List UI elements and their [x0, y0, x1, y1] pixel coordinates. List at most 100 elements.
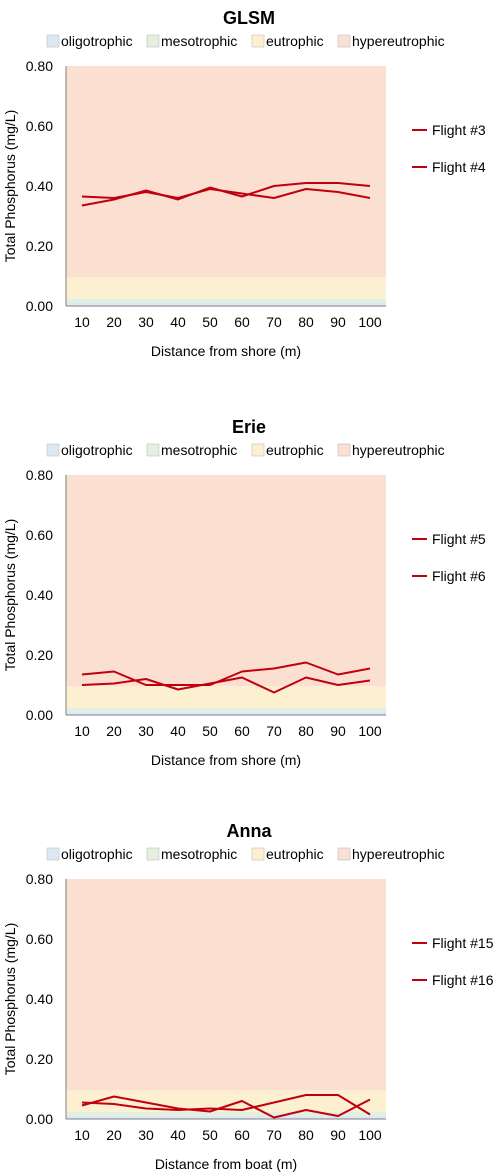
band-mesotrophic [66, 707, 386, 712]
legend-swatch-hypereutrophic [337, 443, 351, 457]
legend-swatch-eutrophic [251, 847, 265, 861]
legend-label-hypereutrophic: hypereutrophic [352, 442, 445, 458]
x-axis-label: Distance from boat (m) [155, 1156, 297, 1172]
x-tick-label: 50 [202, 1127, 218, 1143]
band-eutrophic [66, 277, 386, 299]
x-tick-label: 30 [138, 723, 154, 739]
series-line-flight-5 [81, 676, 371, 694]
x-tick-label: 60 [234, 314, 250, 330]
series-legend-label: Flight #3 [432, 122, 486, 138]
legend-label-hypereutrophic: hypereutrophic [352, 33, 445, 49]
x-tick-label: 80 [298, 314, 314, 330]
y-tick-label: 0.60 [26, 118, 53, 134]
series-legend-label: Flight #5 [432, 531, 486, 547]
x-tick-label: 100 [358, 314, 382, 330]
y-tick-label: 0.00 [26, 1111, 53, 1127]
series-legend-label: Flight #4 [432, 159, 486, 175]
band-oligotrophic [66, 711, 386, 715]
y-tick-label: 0.20 [26, 647, 53, 663]
legend-swatch-eutrophic [251, 443, 265, 457]
series-line-flight-4 [81, 182, 371, 207]
legend-swatch-oligotrophic [46, 34, 60, 48]
y-tick-label: 0.40 [26, 991, 53, 1007]
x-tick-label: 100 [358, 1127, 382, 1143]
x-tick-label: 80 [298, 1127, 314, 1143]
band-mesotrophic [66, 1111, 386, 1116]
chart-panel-glsm: GLSM oligotrophic mesotrophic eutrophic hype… [2, 8, 486, 359]
legend-label-eutrophic: eutrophic [266, 846, 324, 862]
x-tick-label: 40 [170, 1127, 186, 1143]
x-axis-label: Distance from shore (m) [151, 343, 301, 359]
legend-swatch-hypereutrophic [337, 34, 351, 48]
y-tick-label: 0.60 [26, 527, 53, 543]
legend-swatch-mesotrophic [146, 443, 160, 457]
band-hypereutrophic [66, 475, 386, 687]
x-tick-label: 100 [358, 723, 382, 739]
x-tick-label: 10 [74, 314, 90, 330]
legend-label-mesotrophic: mesotrophic [161, 442, 237, 458]
x-tick-label: 50 [202, 314, 218, 330]
series-line-flight-6 [81, 661, 371, 686]
y-axis-label: Total Phosphorus (mg/L) [2, 519, 18, 672]
x-tick-label: 70 [266, 723, 282, 739]
chart-panel-anna: Anna oligotrophic mesotrophic eutrophic hype… [2, 821, 494, 1172]
band-oligotrophic [66, 1115, 386, 1119]
legend-swatch-mesotrophic [146, 34, 160, 48]
x-tick-label: 90 [330, 314, 346, 330]
legend-label-eutrophic: eutrophic [266, 33, 324, 49]
y-tick-label: 0.80 [26, 871, 53, 887]
x-tick-label: 90 [330, 1127, 346, 1143]
chart-title: Anna [227, 821, 273, 841]
legend-swatch-hypereutrophic [337, 847, 351, 861]
y-tick-label: 0.60 [26, 931, 53, 947]
series-line-flight-16 [81, 1094, 371, 1116]
legend-swatch-oligotrophic [46, 847, 60, 861]
x-tick-label: 40 [170, 314, 186, 330]
band-oligotrophic [66, 302, 386, 306]
legend-label-mesotrophic: mesotrophic [161, 33, 237, 49]
y-tick-label: 0.40 [26, 178, 53, 194]
chart-title: Erie [232, 417, 266, 437]
x-tick-label: 10 [74, 723, 90, 739]
legend-swatch-mesotrophic [146, 847, 160, 861]
x-tick-label: 60 [234, 723, 250, 739]
y-tick-label: 0.00 [26, 707, 53, 723]
x-tick-label: 10 [74, 1127, 90, 1143]
series-line-flight-15 [81, 1095, 371, 1119]
band-hypereutrophic [66, 66, 386, 278]
band-hypereutrophic [66, 879, 386, 1091]
series-legend-label: Flight #16 [432, 972, 494, 988]
legend-swatch-oligotrophic [46, 443, 60, 457]
x-axis-label: Distance from shore (m) [151, 752, 301, 768]
y-axis-label: Total Phosphorus (mg/L) [2, 110, 18, 263]
legend-label-mesotrophic: mesotrophic [161, 846, 237, 862]
legend-label-hypereutrophic: hypereutrophic [352, 846, 445, 862]
legend-swatch-eutrophic [251, 34, 265, 48]
series-legend-label: Flight #15 [432, 935, 494, 951]
band-eutrophic [66, 686, 386, 708]
y-tick-label: 0.80 [26, 467, 53, 483]
x-tick-label: 40 [170, 723, 186, 739]
legend-label-oligotrophic: oligotrophic [61, 33, 133, 49]
x-tick-label: 20 [106, 314, 122, 330]
y-tick-label: 0.00 [26, 298, 53, 314]
x-tick-label: 50 [202, 723, 218, 739]
x-tick-label: 20 [106, 1127, 122, 1143]
y-tick-label: 0.40 [26, 587, 53, 603]
series-legend-label: Flight #6 [432, 568, 486, 584]
x-tick-label: 70 [266, 1127, 282, 1143]
x-tick-label: 30 [138, 314, 154, 330]
legend-label-oligotrophic: oligotrophic [61, 846, 133, 862]
legend-label-oligotrophic: oligotrophic [61, 442, 133, 458]
y-axis-label: Total Phosphorus (mg/L) [2, 923, 18, 1076]
y-tick-label: 0.20 [26, 238, 53, 254]
y-tick-label: 0.80 [26, 58, 53, 74]
chart-panel-erie: Erie oligotrophic mesotrophic eutrophic hype… [2, 417, 486, 768]
chart-title: GLSM [223, 8, 275, 28]
x-tick-label: 90 [330, 723, 346, 739]
x-tick-label: 60 [234, 1127, 250, 1143]
x-tick-label: 80 [298, 723, 314, 739]
x-tick-label: 70 [266, 314, 282, 330]
x-tick-label: 20 [106, 723, 122, 739]
